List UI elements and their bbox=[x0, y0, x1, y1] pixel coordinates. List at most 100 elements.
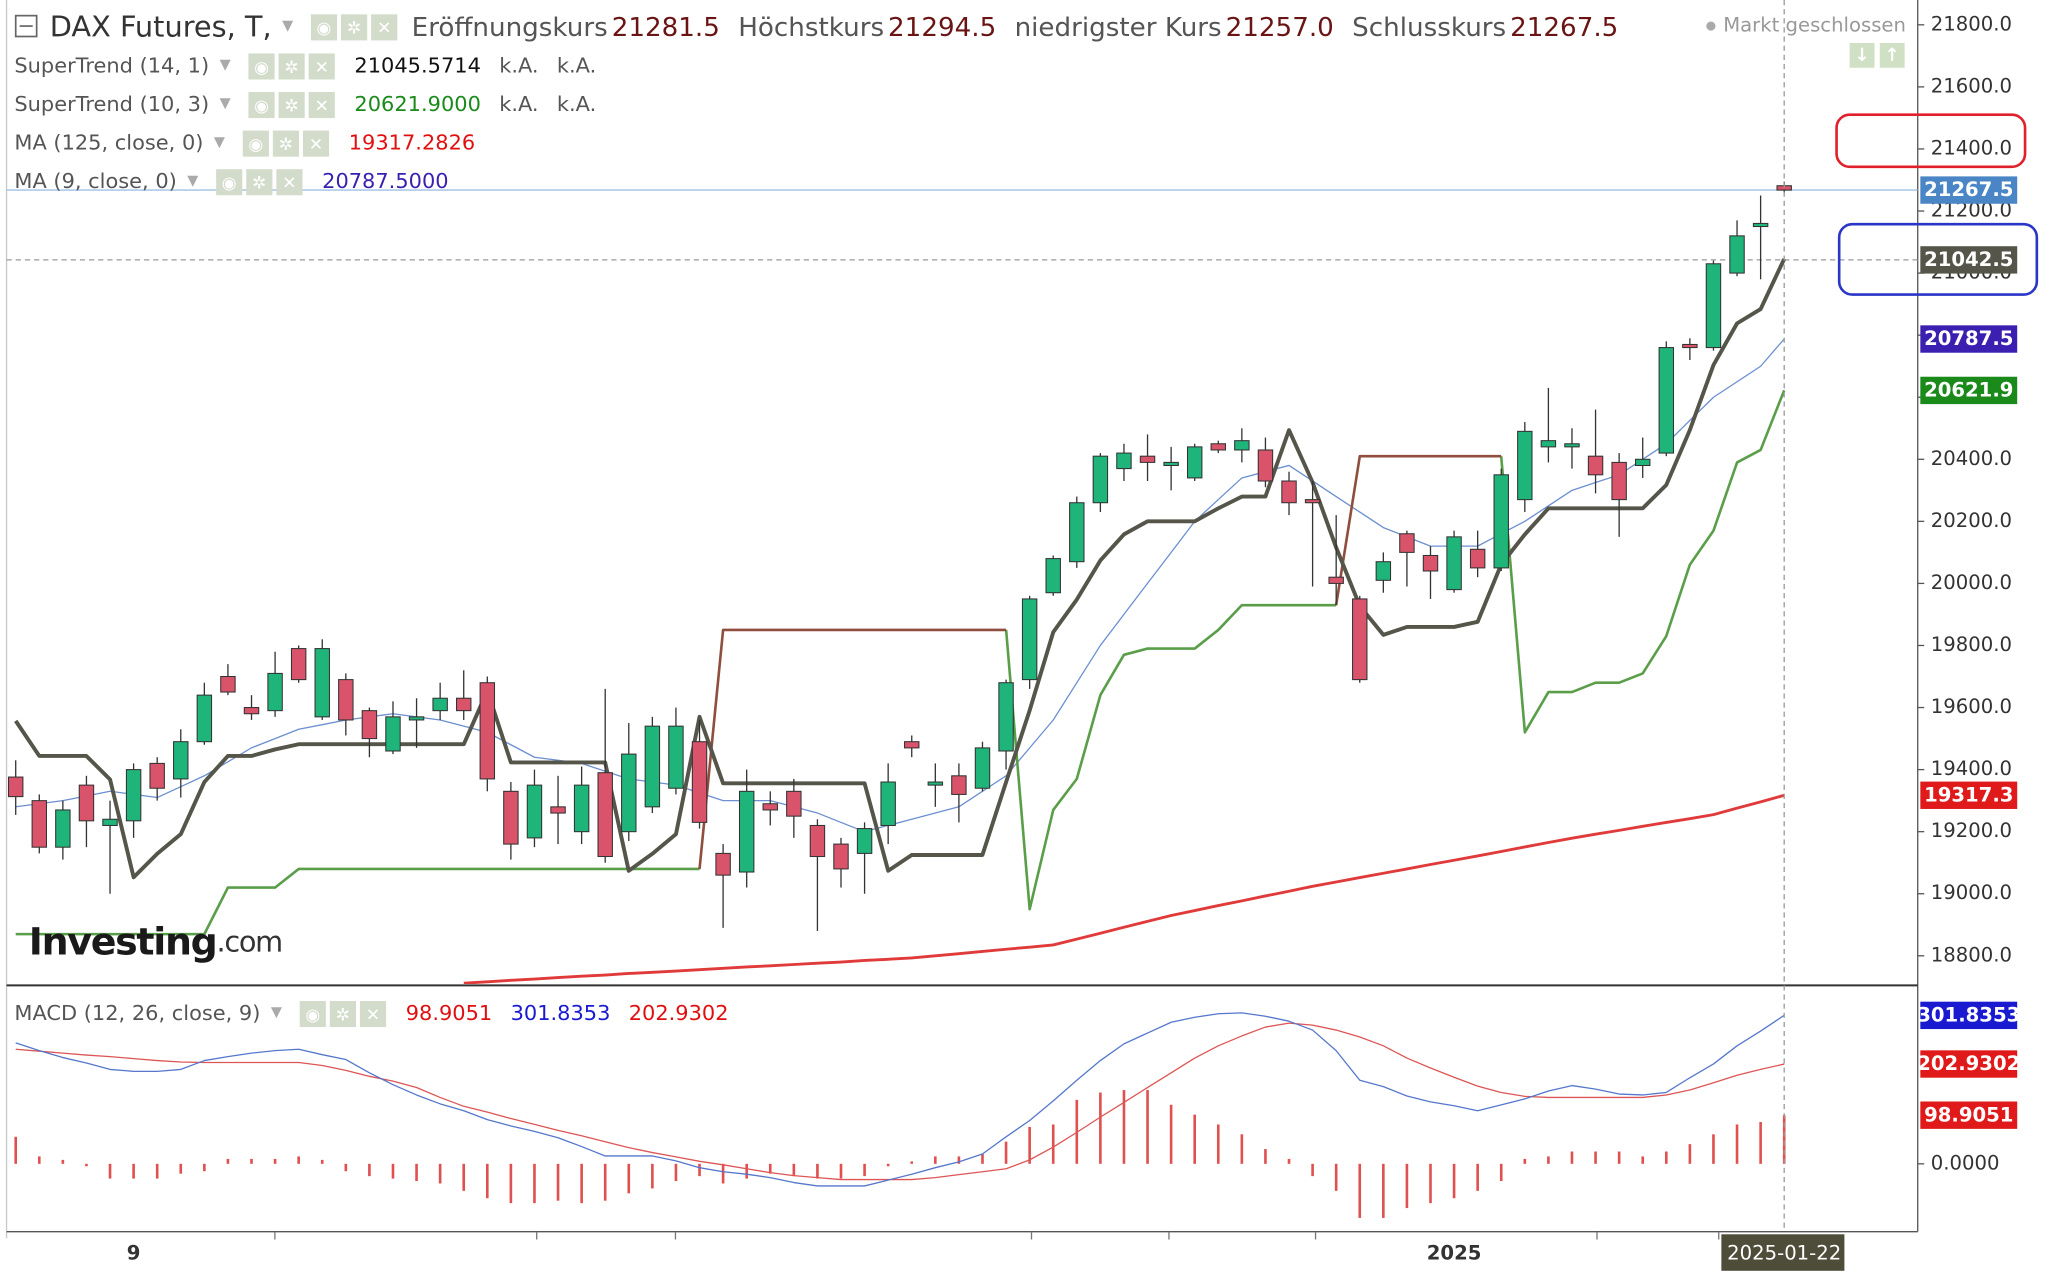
candle-body bbox=[1634, 458, 1651, 467]
candle-body bbox=[1493, 474, 1509, 569]
macd-histogram-bar bbox=[509, 1163, 513, 1204]
candle-body bbox=[503, 790, 519, 845]
legend-icon: ✲ bbox=[279, 135, 293, 155]
legend-icon-button[interactable] bbox=[276, 169, 303, 196]
price-badge bbox=[1920, 1101, 2018, 1129]
legend-icon: ◉ bbox=[248, 135, 263, 155]
macd-histogram-bar bbox=[1264, 1149, 1267, 1164]
y-tick-label: 19000.0 bbox=[1931, 881, 2012, 904]
legend-icon-button[interactable] bbox=[248, 53, 275, 80]
candle-body bbox=[1682, 343, 1698, 349]
candle-body bbox=[1446, 536, 1462, 591]
dropdown-caret[interactable]: ▼ bbox=[220, 57, 231, 73]
y-tick-label: 19600.0 bbox=[1931, 695, 2012, 718]
candle-body bbox=[1540, 440, 1557, 448]
y-tick-label: 20400.0 bbox=[1931, 447, 2012, 470]
legend-icon-button[interactable] bbox=[278, 53, 305, 80]
candle-body bbox=[738, 790, 755, 873]
legend-icon: ◉ bbox=[254, 58, 269, 78]
ohlc-label: Schlusskurs bbox=[1352, 13, 1506, 43]
dropdown-caret[interactable]: ▼ bbox=[214, 134, 225, 150]
y-tick-label: 21200.0 bbox=[1931, 199, 2012, 222]
macd-histogram-bar bbox=[1311, 1163, 1314, 1177]
ohlc-label: niedrigster Kurs bbox=[1015, 13, 1222, 43]
legend-icon-button[interactable] bbox=[308, 92, 335, 119]
macd-histogram-bar bbox=[957, 1156, 961, 1164]
dropdown-caret[interactable]: ▼ bbox=[220, 96, 231, 112]
candle-body bbox=[1399, 533, 1415, 553]
legend-icon: ✕ bbox=[366, 1005, 380, 1025]
scroll-down-button[interactable] bbox=[1849, 43, 1875, 68]
candle-body bbox=[1752, 222, 1769, 228]
macd-histogram-bar bbox=[273, 1158, 277, 1164]
scroll-up-button[interactable] bbox=[1879, 43, 1905, 68]
macd-histogram-bar bbox=[108, 1163, 112, 1179]
macd-histogram-bar bbox=[320, 1159, 324, 1164]
dropdown-caret[interactable]: ▼ bbox=[282, 18, 293, 34]
candle-body bbox=[432, 697, 448, 712]
macd-histogram-bar bbox=[674, 1163, 678, 1182]
scroll-buttons[interactable]: ↓ ↑ bbox=[1849, 43, 1905, 68]
legend-icon-button[interactable] bbox=[341, 14, 368, 41]
candle-body bbox=[55, 809, 71, 848]
dropdown-caret[interactable]: ▼ bbox=[187, 173, 198, 189]
legend-icon-button[interactable] bbox=[359, 1000, 387, 1028]
candle-body bbox=[125, 769, 142, 822]
dropdown-caret[interactable]: ▼ bbox=[271, 1005, 282, 1021]
ohlc-value: 21281.5 bbox=[612, 13, 720, 43]
legend-icon-button[interactable] bbox=[272, 130, 300, 157]
indicator-readout: 19317.2826 bbox=[349, 131, 475, 155]
legend-icon-button[interactable] bbox=[278, 92, 305, 119]
candle-body bbox=[904, 741, 920, 749]
indicator-extra: k.A. bbox=[557, 54, 596, 78]
macd-histogram-bar bbox=[556, 1163, 560, 1201]
macd-histogram-bar bbox=[1099, 1092, 1102, 1164]
macd-histogram-bar bbox=[250, 1158, 253, 1164]
legend-icon: ✕ bbox=[377, 19, 391, 39]
ohlc-label: Eröffnungskurs bbox=[412, 13, 608, 43]
y-tick-label: 19200.0 bbox=[1931, 819, 2012, 842]
scroll-icon: ↓ bbox=[1854, 45, 1869, 66]
macd-histogram-bar bbox=[1499, 1163, 1503, 1182]
candle-body bbox=[456, 697, 472, 712]
legend-icon-button[interactable] bbox=[310, 14, 338, 41]
macd-histogram-bar bbox=[721, 1163, 725, 1184]
macd-histogram-bar bbox=[1594, 1151, 1597, 1164]
market-status: Markt geschlossen bbox=[1723, 14, 1906, 37]
legend-icon-button[interactable] bbox=[242, 130, 269, 157]
candle-body bbox=[173, 741, 189, 780]
macd-histogram-bar bbox=[745, 1163, 748, 1179]
legend-icon: ✲ bbox=[284, 96, 298, 116]
y-tick-label: 19800.0 bbox=[1931, 633, 2012, 656]
legend-icon-button[interactable] bbox=[302, 130, 330, 157]
y-tick-label: 19400.0 bbox=[1931, 757, 2012, 780]
candle-body bbox=[526, 784, 543, 839]
legend-icon-button[interactable] bbox=[371, 14, 398, 41]
indicator-readout: 21045.5714 bbox=[354, 54, 480, 78]
candle-body bbox=[7, 776, 24, 798]
legend-icon-button[interactable] bbox=[216, 169, 243, 196]
y-tick-label: 21800.0 bbox=[1931, 12, 2012, 35]
macd-histogram-bar bbox=[1476, 1163, 1479, 1191]
legend-icon-button[interactable] bbox=[246, 169, 273, 196]
collapse-icon[interactable] bbox=[14, 14, 38, 38]
legend-icon-button[interactable] bbox=[329, 1000, 356, 1028]
legend-icon: ✲ bbox=[336, 1005, 350, 1025]
macd-histogram-bar bbox=[391, 1163, 395, 1179]
macd-histogram-bar bbox=[1641, 1156, 1645, 1164]
macd-histogram-bar bbox=[1405, 1163, 1409, 1209]
macd-histogram-bar bbox=[1688, 1144, 1692, 1164]
legend-icon-button[interactable] bbox=[308, 53, 335, 80]
legend-icon: ✕ bbox=[315, 58, 329, 78]
macd-histogram-bar bbox=[910, 1161, 914, 1164]
legend-icon-button[interactable] bbox=[248, 92, 275, 119]
legend-icon-button[interactable] bbox=[299, 1000, 326, 1028]
ohlc-label: Höchstkurs bbox=[738, 13, 884, 43]
ohlc-value: 21257.0 bbox=[1226, 13, 1334, 43]
price-badge bbox=[1920, 781, 2018, 809]
macd-histogram-bar bbox=[132, 1163, 135, 1179]
macd-histogram-bar bbox=[438, 1163, 442, 1184]
overlay: 21800.021600.021400.021200.021000.020800… bbox=[14, 0, 2020, 1271]
macd-histogram-bar bbox=[533, 1163, 536, 1204]
